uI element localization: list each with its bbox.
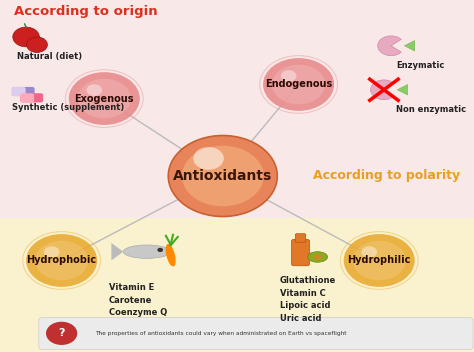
Circle shape	[281, 70, 297, 82]
Polygon shape	[404, 40, 415, 51]
Text: Endogenous: Endogenous	[265, 80, 332, 89]
Circle shape	[13, 27, 39, 47]
Circle shape	[44, 246, 59, 258]
Polygon shape	[111, 243, 123, 260]
FancyBboxPatch shape	[39, 318, 473, 350]
Circle shape	[69, 72, 140, 125]
Text: According to polarity: According to polarity	[313, 169, 460, 182]
Wedge shape	[371, 80, 394, 100]
Circle shape	[35, 241, 88, 280]
Text: Natural (diet): Natural (diet)	[17, 52, 82, 61]
Text: ?: ?	[58, 328, 65, 338]
Circle shape	[361, 246, 377, 258]
Circle shape	[314, 254, 321, 260]
Circle shape	[26, 234, 97, 287]
FancyBboxPatch shape	[20, 93, 43, 102]
Text: Hydrophobic: Hydrophobic	[27, 256, 97, 265]
Circle shape	[353, 241, 406, 280]
Circle shape	[168, 136, 277, 216]
Text: Enzymatic: Enzymatic	[396, 61, 444, 70]
Text: Vitamin E
Carotene
Coenzyme Q: Vitamin E Carotene Coenzyme Q	[109, 283, 167, 318]
Circle shape	[78, 79, 131, 118]
Ellipse shape	[123, 245, 171, 258]
Text: The properties of antioxidants could vary when administrated on Earth vs spacefl: The properties of antioxidants could var…	[95, 331, 346, 336]
Text: Antioxidants: Antioxidants	[173, 169, 273, 183]
Text: Glutathione
Vitamin C
Lipoic acid
Uric acid: Glutathione Vitamin C Lipoic acid Uric a…	[280, 276, 336, 323]
Circle shape	[27, 37, 47, 52]
FancyBboxPatch shape	[12, 87, 35, 96]
Text: Exogenous: Exogenous	[74, 94, 134, 103]
Text: According to origin: According to origin	[14, 5, 158, 18]
Ellipse shape	[165, 244, 176, 266]
Wedge shape	[378, 36, 401, 56]
Circle shape	[157, 248, 163, 252]
Circle shape	[272, 65, 325, 104]
FancyBboxPatch shape	[292, 239, 310, 266]
Text: Non enzymatic: Non enzymatic	[396, 105, 466, 114]
Text: Synthetic (supplement): Synthetic (supplement)	[12, 103, 124, 112]
FancyBboxPatch shape	[20, 93, 34, 102]
Circle shape	[263, 58, 334, 111]
Circle shape	[46, 322, 77, 345]
Ellipse shape	[308, 252, 328, 262]
FancyBboxPatch shape	[295, 234, 306, 242]
Text: Hydrophilic: Hydrophilic	[347, 256, 411, 265]
FancyBboxPatch shape	[12, 87, 26, 96]
Circle shape	[182, 146, 264, 206]
Circle shape	[86, 84, 102, 96]
FancyBboxPatch shape	[0, 218, 474, 352]
Polygon shape	[397, 84, 408, 95]
Circle shape	[193, 147, 224, 170]
Circle shape	[344, 234, 415, 287]
FancyBboxPatch shape	[0, 0, 474, 218]
